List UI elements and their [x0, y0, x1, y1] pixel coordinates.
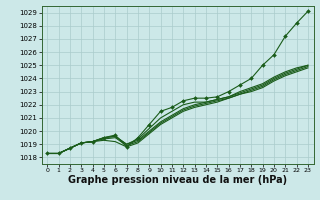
X-axis label: Graphe pression niveau de la mer (hPa): Graphe pression niveau de la mer (hPa): [68, 175, 287, 185]
